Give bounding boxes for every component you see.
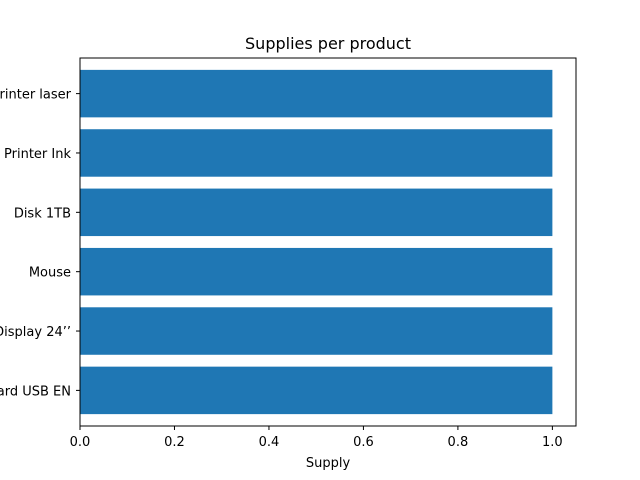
x-axis-ticks: 0.0 0.2 0.4 0.6 0.8 1.0 <box>70 426 563 450</box>
bar <box>80 188 553 237</box>
y-tick-label: Display 24’’ <box>0 325 71 340</box>
y-tick-label: Printer Ink <box>4 147 71 162</box>
x-axis-label: Supply <box>306 456 351 471</box>
y-axis-ticks: Keyboard USB EN Display 24’’ Mouse Disk 1T… <box>0 88 80 399</box>
bar <box>80 129 553 177</box>
x-tick-label: 0.4 <box>259 435 280 450</box>
y-tick-label: Disk 1TB <box>14 206 71 221</box>
x-tick-label: 0.2 <box>164 435 185 450</box>
y-tick-label: Mouse <box>29 266 71 281</box>
y-tick-label: Printer laser <box>0 88 72 103</box>
bar <box>80 366 553 415</box>
x-tick-label: 0.8 <box>448 435 469 450</box>
y-tick-label: Keyboard USB EN <box>0 384 71 399</box>
bar <box>80 69 553 118</box>
bar <box>80 307 553 355</box>
bar <box>80 247 553 296</box>
x-tick-label: 0.0 <box>70 435 91 450</box>
bars <box>80 69 553 415</box>
x-tick-label: 0.6 <box>353 435 374 450</box>
plot-frame <box>79 57 577 427</box>
chart-title: Supplies per product <box>245 34 411 53</box>
x-tick-label: 1.0 <box>542 435 563 450</box>
